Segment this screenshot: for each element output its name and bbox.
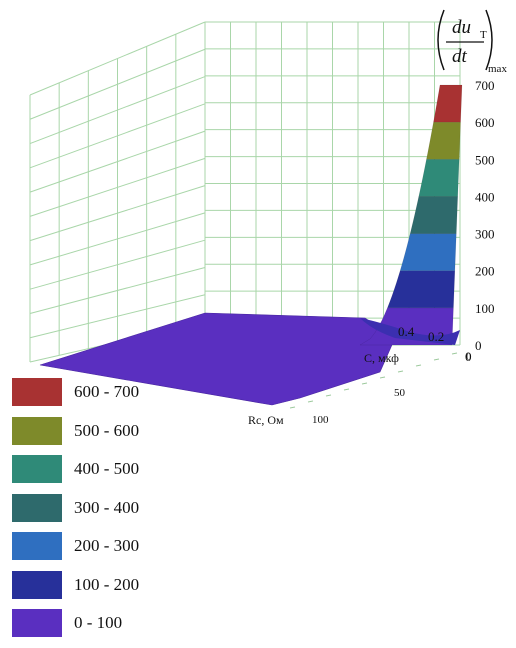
z-label-numerator: du xyxy=(452,17,471,38)
axis-tick-mark xyxy=(343,388,350,391)
surface-band xyxy=(426,121,461,160)
x-tick-label: 0.4 xyxy=(398,324,415,339)
y-axis-label: Rc, Ом xyxy=(248,413,284,427)
axis-tick-mark xyxy=(361,382,368,385)
z-label-denominator: dt xyxy=(452,46,468,67)
legend-label: 200 - 300 xyxy=(74,536,140,555)
legend-swatch xyxy=(12,455,62,483)
z-tick-label: 400 xyxy=(475,189,495,204)
z-axis-label: du T dt max xyxy=(437,9,507,75)
axis-tick-mark xyxy=(451,352,458,355)
axis-tick-mark xyxy=(415,364,422,367)
legend-swatch xyxy=(12,416,62,445)
surface-band xyxy=(418,159,460,197)
legend-label: 300 - 400 xyxy=(74,497,140,517)
axis-tick-mark xyxy=(397,370,404,373)
legend-swatch xyxy=(12,570,62,599)
grid-line xyxy=(29,157,206,217)
legend-label: 400 - 500 xyxy=(74,459,140,478)
legend-label: 100 - 200 xyxy=(74,574,140,594)
z-label-paren-left xyxy=(437,9,445,71)
z-tick-label: 100 xyxy=(475,301,495,316)
z-tick-label: 200 xyxy=(475,264,495,279)
surface-band xyxy=(387,270,456,309)
grid-line xyxy=(29,130,206,193)
x-tick-label: 0.2 xyxy=(428,329,444,344)
surface-band xyxy=(433,84,463,123)
z-label-subscript: T xyxy=(480,29,487,41)
legend-swatch xyxy=(12,378,62,406)
z-label-paren-right xyxy=(485,9,493,71)
z-tick-label: 700 xyxy=(475,78,495,93)
grid-line xyxy=(29,212,206,266)
grid-line xyxy=(29,21,206,96)
legend-label: 600 - 700 xyxy=(74,382,140,401)
legend-swatch xyxy=(12,532,62,560)
surface-base xyxy=(39,312,396,406)
z-tick-label: 0 xyxy=(475,338,482,353)
legend-label: 500 - 600 xyxy=(74,420,140,440)
axis-tick-mark xyxy=(379,376,386,379)
axis-tick-mark xyxy=(433,358,440,361)
z-label-suffix: max xyxy=(488,63,507,75)
grid-line xyxy=(29,294,206,339)
surface-band xyxy=(399,233,457,271)
y-tick-label: 50 xyxy=(394,387,406,399)
surface-join xyxy=(360,318,460,345)
z-tick-label: 500 xyxy=(475,152,495,167)
grid-line xyxy=(29,103,206,169)
x-tick-label: 0 xyxy=(465,349,472,364)
grid-line xyxy=(29,239,206,290)
axis-tick-mark xyxy=(307,400,314,403)
axis-tick-mark xyxy=(325,394,332,397)
surface-band xyxy=(409,196,458,234)
grid-line xyxy=(29,266,206,314)
legend-swatch xyxy=(12,493,62,522)
grid-line xyxy=(29,76,206,145)
y-tick-label: 100 xyxy=(312,414,329,426)
surface-mesh xyxy=(39,84,463,406)
x-axis-label: C, мкф xyxy=(364,351,399,365)
grid-line xyxy=(29,185,206,242)
legend-label: 0 - 100 xyxy=(74,613,123,632)
axis-tick-mark xyxy=(289,406,296,409)
grid-line xyxy=(29,48,206,120)
y-tick-label: 0 xyxy=(466,351,472,363)
z-tick-label: 300 xyxy=(475,227,495,242)
legend-swatch xyxy=(12,609,62,637)
z-tick-label: 600 xyxy=(475,115,495,130)
